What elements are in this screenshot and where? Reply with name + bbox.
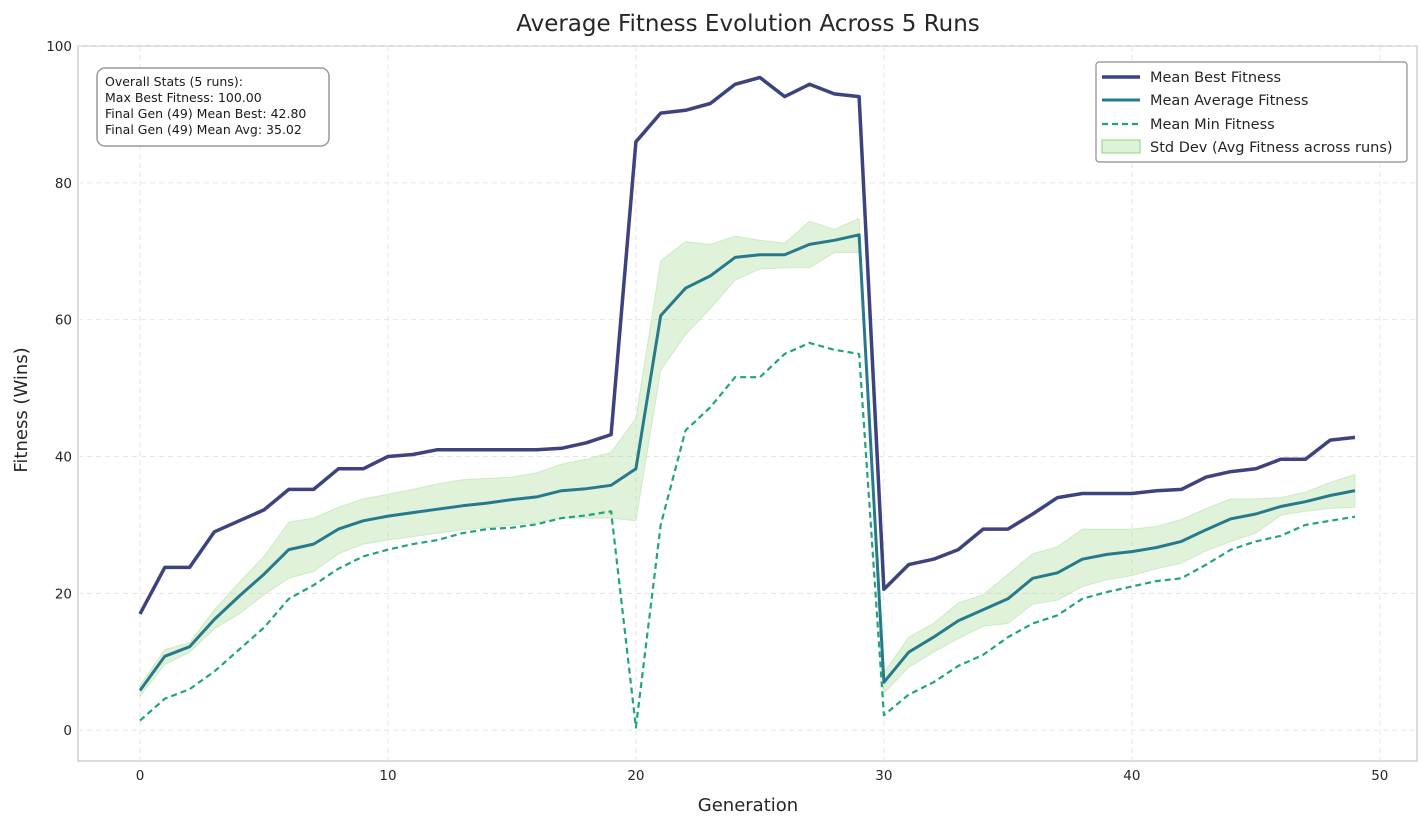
series-lines [138, 75, 1356, 729]
x-tick-label: 40 [1123, 768, 1140, 784]
y-tick-labels: 0 20 40 60 80 100 [46, 39, 72, 739]
legend: Mean Best Fitness Mean Average Fitness M… [1095, 61, 1408, 163]
y-tick-label: 80 [55, 176, 72, 192]
grid-lines [78, 45, 1417, 761]
stats-annotation: Overall Stats (5 runs): Max Best Fitness… [96, 67, 330, 147]
y-tick-label: 0 [63, 723, 72, 739]
mean-average-line [138, 233, 1356, 692]
stats-annotation-box [96, 67, 330, 147]
legend-label-mean-average: Mean Average Fitness [1150, 93, 1309, 109]
x-tick-label: 30 [875, 768, 892, 784]
legend-label-mean-min: Mean Min Fitness [1150, 117, 1275, 133]
plot-area [77, 45, 1418, 762]
std-dev-band [139, 217, 1356, 698]
y-tick-label: 40 [55, 450, 72, 466]
y-tick-label: 60 [55, 313, 72, 329]
x-tick-labels: 0 10 20 30 40 50 [136, 768, 1389, 784]
stats-line: Overall Stats (5 runs): [105, 74, 243, 89]
legend-label-std-dev: Std Dev (Avg Fitness across runs) [1150, 140, 1393, 156]
std-dev-band-group [139, 217, 1356, 698]
stats-line: Final Gen (49) Mean Avg: 35.02 [105, 122, 302, 137]
stats-line: Max Best Fitness: 100.00 [105, 90, 262, 105]
x-tick-label: 20 [627, 768, 644, 784]
x-tick-label: 10 [379, 768, 396, 784]
legend-label-mean-best: Mean Best Fitness [1150, 70, 1281, 86]
x-tick-label: 0 [136, 768, 145, 784]
x-tick-label: 50 [1371, 768, 1388, 784]
stats-line: Final Gen (49) Mean Best: 42.80 [105, 106, 306, 121]
y-axis-label: Fitness (Wins) [11, 347, 32, 472]
legend-box [1095, 61, 1408, 163]
mean-best-line [138, 75, 1356, 615]
y-tick-label: 100 [46, 39, 72, 55]
x-axis-label: Generation [698, 795, 798, 816]
legend-swatch-std-dev [1101, 139, 1141, 154]
chart-title: Average Fitness Evolution Across 5 Runs [516, 11, 980, 37]
y-tick-label: 20 [55, 586, 72, 602]
